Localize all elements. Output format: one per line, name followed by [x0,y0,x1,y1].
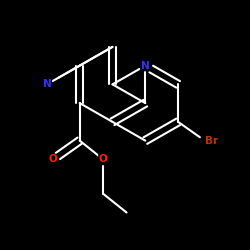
Text: O: O [99,154,108,164]
Text: N: N [42,79,51,89]
Text: N: N [141,60,150,70]
Text: Br: Br [205,136,218,145]
Text: O: O [49,154,58,164]
